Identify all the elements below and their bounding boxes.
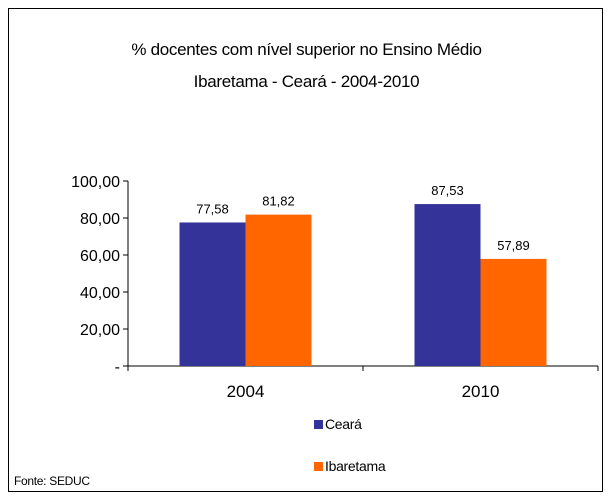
chart-title: % docentes com nível superior no Ensino … [131,40,482,59]
bar-ibaretama-2004 [245,214,312,366]
legend-item-ibaretama: Ibaretama [314,458,386,474]
data-label: 57,89 [497,238,530,253]
x-tick-label: 2004 [227,382,265,401]
y-tick-label: 100,00 [71,174,120,191]
chart-frame [8,8,603,492]
data-label: 87,53 [431,183,464,198]
y-tick-label: 20,00 [80,322,120,339]
bar-cear-2004 [179,222,246,366]
source-note: Fonte: SEDUC [14,474,90,488]
data-label: 77,58 [196,201,229,216]
legend-swatch-ceara [314,419,323,429]
legend-swatch-ibaretama [314,461,323,471]
legend-label-ibaretama: Ibaretama [325,458,386,474]
legend-label-ceara: Ceará [325,416,362,432]
data-label: 81,82 [262,194,295,209]
y-tick-label: 40,00 [80,285,120,302]
chart-subtitle: Ibaretama - Ceará - 2004-2010 [193,72,420,91]
y-tick-label: 60,00 [80,248,120,265]
x-tick-label: 2010 [462,382,500,401]
bar-cear-2010 [414,204,481,366]
y-tick-label: 80,00 [80,211,120,228]
y-tick-label: - [115,359,120,376]
bar-ibaretama-2010 [480,258,547,366]
legend-item-ceara: Ceará [314,416,362,432]
